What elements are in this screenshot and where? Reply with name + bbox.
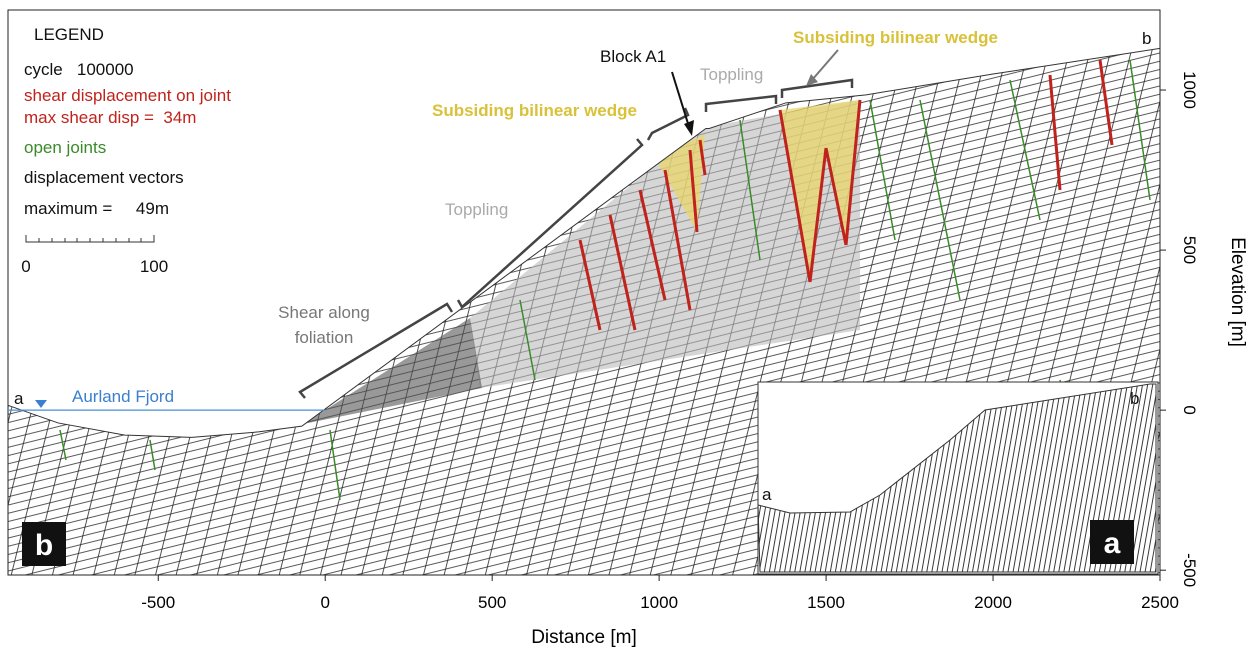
annotation: Toppling <box>445 200 508 219</box>
legend-open: open joints <box>24 138 106 157</box>
x-tick-label: 2500 <box>1141 593 1179 612</box>
ground-surface <box>7 47 1161 438</box>
panel-label: a <box>1104 527 1121 560</box>
x-tick-label: 500 <box>478 593 506 612</box>
annotation: Subsiding bilinear wedge <box>793 28 998 47</box>
x-tick-label: -500 <box>141 593 175 612</box>
inset-profile-end: a <box>762 485 772 504</box>
y-tick-label: 1000 <box>1180 71 1199 109</box>
shear-joints <box>578 59 1114 331</box>
legend-title: LEGEND <box>34 25 104 44</box>
panel-label: b <box>35 529 53 562</box>
brackets <box>298 78 854 399</box>
scale-label: 0 <box>21 257 30 276</box>
x-tick-label: 1500 <box>807 593 845 612</box>
toppling-zone <box>470 100 860 388</box>
legend-shear: shear displacement on joint <box>24 86 231 105</box>
annotation: Aurland Fjord <box>72 387 174 406</box>
profile-end: b <box>1142 29 1151 48</box>
x-tick-label: 0 <box>320 593 329 612</box>
x-axis-label: Distance [m] <box>531 627 637 648</box>
inset: a b a <box>757 381 1159 575</box>
y-axis-label: Elevation [m] <box>1227 237 1248 347</box>
legend-max-vectors: maximum = 49m <box>24 199 169 218</box>
y-tick-label: -500 <box>1180 553 1199 587</box>
inset-profile-end: b <box>1130 389 1139 408</box>
arrowhead <box>684 120 694 136</box>
inset-rock <box>757 383 1157 573</box>
annotation: Block A1 <box>600 47 666 66</box>
annotation: Shear along <box>278 303 370 322</box>
shear-zone <box>303 318 482 424</box>
arrowhead <box>806 74 818 86</box>
panel-badge <box>1090 520 1134 564</box>
water-marker <box>35 400 47 408</box>
pointer-arrow <box>811 49 839 81</box>
y-tick-label: 0 <box>1180 405 1199 414</box>
profile-end: a <box>14 389 24 408</box>
legend-max-shear: max shear disp = 34m <box>24 108 196 127</box>
annotation: Subsiding bilinear wedge <box>432 101 637 120</box>
annotation: Toppling <box>700 65 763 84</box>
x-tick-label: 2000 <box>974 593 1012 612</box>
wedge-zone <box>655 134 705 232</box>
legend-vectors: displacement vectors <box>24 168 184 187</box>
pointer-arrow <box>671 71 691 131</box>
x-tick-label: 1000 <box>640 593 678 612</box>
legend-cycle: cycle 100000 <box>24 60 134 79</box>
scale-label: 100 <box>140 257 168 276</box>
scale-bar <box>25 235 155 243</box>
y-tick-label: 500 <box>1180 236 1199 264</box>
panel-badge <box>22 522 66 566</box>
annotation: foliation <box>295 328 354 347</box>
